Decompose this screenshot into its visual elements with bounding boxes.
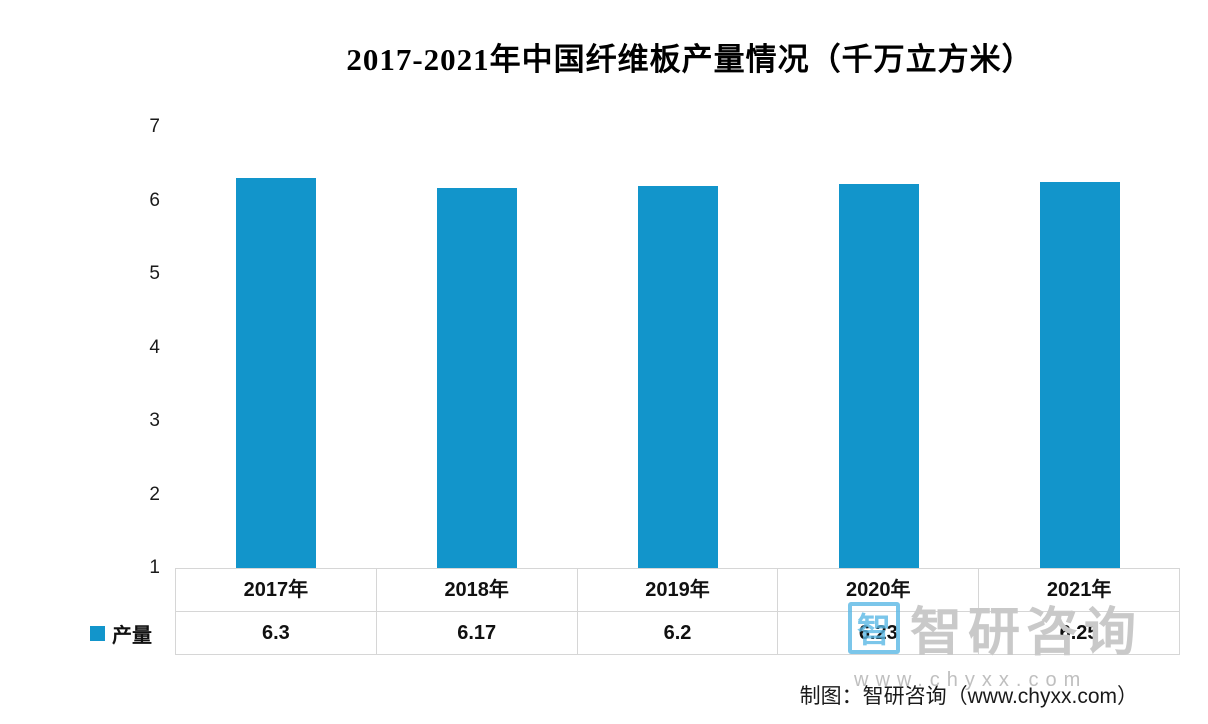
y-axis-tick-label: 4	[149, 336, 160, 358]
y-axis-tick-label: 2	[149, 483, 160, 505]
legend: 产量	[90, 620, 152, 647]
table-year-cell: 2021年	[979, 569, 1179, 611]
table-value-cell: 6.2	[577, 612, 779, 654]
legend-swatch	[90, 625, 105, 641]
table-year-cell: 2019年	[577, 569, 779, 611]
y-axis-tick-label: 1	[149, 557, 160, 578]
bar-column	[778, 110, 979, 568]
table-row-values: 6.3 6.17 6.2 6.23 6.25	[176, 611, 1179, 654]
bar-column	[175, 110, 376, 568]
bar	[436, 188, 517, 568]
legend-label: 产量	[112, 624, 152, 647]
table-value-cell: 6.25	[979, 612, 1179, 654]
data-table: 2017年 2018年 2019年 2020年 2021年 6.3 6.17 6.2 6.23…	[175, 568, 1180, 655]
chart-title: 2017-2021年中国纤维板产量情况（千万立方米）	[346, 42, 1034, 77]
bar	[1039, 182, 1120, 568]
table-year-cell: 2020年	[778, 569, 980, 611]
y-axis: 1 2 3 4 5 6 7	[0, 110, 160, 578]
table-value-cell: 6.23	[778, 612, 980, 654]
bar-column	[577, 110, 778, 568]
bar-column	[979, 110, 1180, 568]
table-value-cell: 6.17	[376, 612, 578, 654]
bar	[637, 185, 718, 568]
y-axis-tick-label: 6	[149, 189, 160, 211]
bar-column	[376, 110, 577, 568]
plot-area	[175, 110, 1180, 568]
y-axis-tick-label: 3	[149, 410, 160, 431]
bar	[235, 178, 316, 568]
credit-line: 制图：智研咨询（www.chyxx.com）	[799, 685, 1138, 708]
table-year-cell: 2017年	[176, 569, 377, 611]
y-axis-tick-label: 5	[149, 263, 160, 284]
table-year-cell: 2018年	[376, 569, 578, 611]
y-axis-tick-label: 7	[149, 116, 160, 137]
table-row-years: 2017年 2018年 2019年 2020年 2021年	[176, 569, 1179, 611]
bar	[838, 183, 919, 568]
table-value-cell: 6.3	[176, 612, 377, 654]
